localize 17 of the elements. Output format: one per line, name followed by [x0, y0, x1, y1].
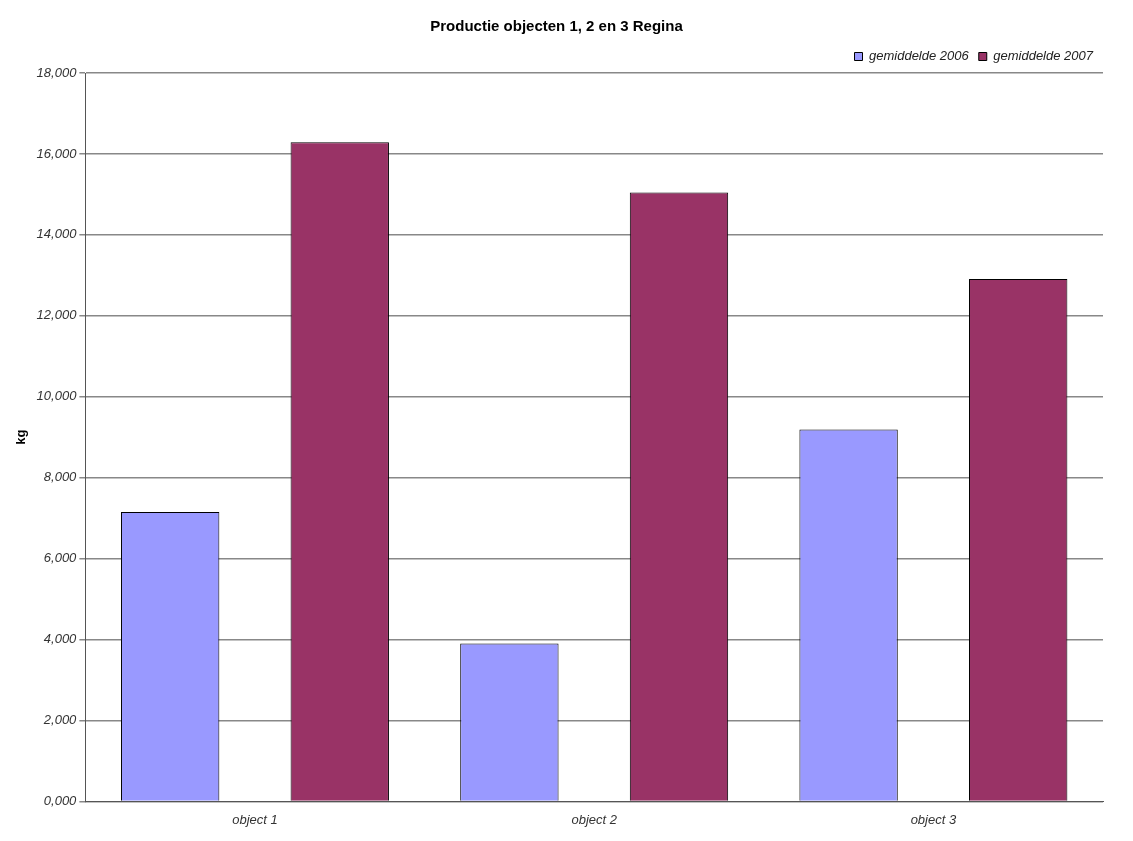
y-tick-label: 6,000	[43, 550, 78, 566]
y-tick-label: 14,000	[36, 226, 78, 242]
y-tick-label: 16,000	[36, 145, 78, 161]
y-tick-label: 8,000	[43, 469, 78, 485]
y-tick-label: 12,000	[36, 307, 78, 323]
y-tick-label: 0,000	[43, 793, 78, 809]
legend-label: gemiddelde 2006	[869, 48, 970, 64]
chart-title: Productie objecten 1, 2 en 3 Regina	[430, 17, 684, 35]
y-tick-label: 18,000	[36, 64, 78, 80]
x-tick-label: object 1	[232, 811, 278, 827]
legend-label: gemiddelde 2007	[993, 48, 1094, 64]
y-tick-label: 4,000	[43, 631, 78, 647]
x-tick-label: object 3	[910, 811, 957, 827]
y-tick-label: 2,000	[42, 712, 78, 728]
y-tick-label: 10,000	[36, 388, 78, 404]
x-tick-label: object 2	[571, 811, 618, 827]
y-axis-title: kg	[13, 429, 29, 445]
